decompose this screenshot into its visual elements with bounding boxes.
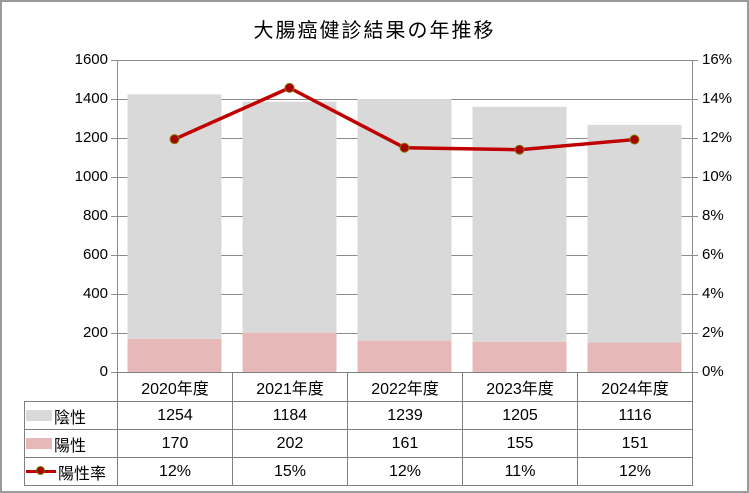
bar-negative-3: [472, 106, 567, 342]
right-axis-tick-label: 4%: [702, 285, 724, 302]
table-row-positive-rate: 陽性率 12% 15% 12% 11% 12%: [24, 457, 693, 486]
value-cell: 11%: [462, 457, 578, 486]
value-cell: 1239: [347, 401, 463, 430]
table-row-positive: 陽性 170 202 161 155 151: [24, 429, 693, 458]
right-axis-tick-label: 10%: [702, 168, 733, 185]
line-positive-rate: [172, 86, 637, 152]
left-axis-tick-label: 200: [82, 324, 108, 341]
left-axis-tick-label: 1200: [74, 129, 108, 146]
bar-negative-2: [357, 99, 452, 341]
category-label: 2021年度: [232, 372, 348, 402]
left-axis-tick-label: 800: [82, 207, 108, 224]
value-cell: 12%: [577, 457, 693, 486]
category-label: 2022年度: [347, 372, 463, 402]
category-label: 2020年度: [117, 372, 233, 402]
bar-positive-0: [127, 338, 222, 372]
value-cell: 170: [117, 429, 233, 458]
value-cell: 15%: [232, 457, 348, 486]
marker-positive-rate-2: [399, 142, 410, 153]
category-header-row: 2020年度 2021年度 2022年度 2023年度 2024年度: [25, 372, 693, 402]
data-table: 2020年度 2021年度 2022年度 2023年度 2024年度陰性 1254 1184…: [24, 372, 693, 486]
legend-label: 陰性: [54, 409, 87, 427]
marker-positive-rate-1: [284, 82, 295, 93]
legend-label: 陽性: [54, 437, 87, 455]
bar-positive-2: [357, 340, 452, 372]
left-axis-tick-label: 600: [82, 246, 108, 263]
left-axis-tick-label: 0: [99, 363, 108, 380]
category-label: 2023年度: [462, 372, 578, 402]
legend-swatch-icon: [26, 438, 52, 449]
marker-positive-rate-4: [629, 134, 640, 145]
value-cell: 1184: [232, 401, 348, 430]
legend-swatch-icon: [26, 410, 52, 421]
value-cell: 151: [577, 429, 693, 458]
value-cell: 202: [232, 429, 348, 458]
value-cell: 161: [347, 429, 463, 458]
right-axis-tick-label: 8%: [702, 207, 724, 224]
value-cell: 1205: [462, 401, 578, 430]
bar-negative-0: [127, 94, 222, 339]
legend-cell-negative: 陰性: [24, 401, 118, 430]
bar-positive-1: [242, 332, 337, 372]
value-cell: 1254: [117, 401, 233, 430]
chart-title: 大腸癌健診結果の年推移: [253, 20, 496, 42]
left-axis-tick-label: 1000: [74, 168, 108, 185]
right-axis-tick-label: 12%: [702, 129, 733, 146]
table-row-negative: 陰性 1254 1184 1239 1205 1116: [24, 401, 693, 430]
value-cell: 155: [462, 429, 578, 458]
legend-cell-positive-rate: 陽性率: [24, 457, 118, 486]
bar-negative-1: [242, 101, 337, 333]
legend-line-marker-icon: [26, 466, 56, 477]
bar-positive-4: [587, 342, 682, 372]
left-axis-tick-label: 1600: [74, 51, 108, 68]
marker-positive-rate-3: [514, 144, 525, 155]
right-axis-tick-label: 2%: [702, 324, 724, 341]
value-cell: 12%: [117, 457, 233, 486]
bar-negative-4: [587, 124, 682, 343]
right-axis-tick-label: 0%: [702, 363, 724, 380]
table-corner-cell: [25, 373, 118, 402]
right-axis-tick-label: 6%: [702, 246, 724, 263]
left-axis-tick-label: 1400: [74, 90, 108, 107]
left-axis-tick-label: 400: [82, 285, 108, 302]
legend-label: 陽性率: [58, 465, 107, 483]
category-label: 2024年度: [577, 372, 693, 402]
legend-cell-positive: 陽性: [24, 429, 118, 458]
value-cell: 12%: [347, 457, 463, 486]
bar-positive-3: [472, 341, 567, 372]
right-axis-tick-label: 16%: [702, 51, 733, 68]
marker-positive-rate-0: [169, 134, 180, 145]
right-axis-tick-label: 14%: [702, 90, 733, 107]
value-cell: 1116: [577, 401, 693, 430]
